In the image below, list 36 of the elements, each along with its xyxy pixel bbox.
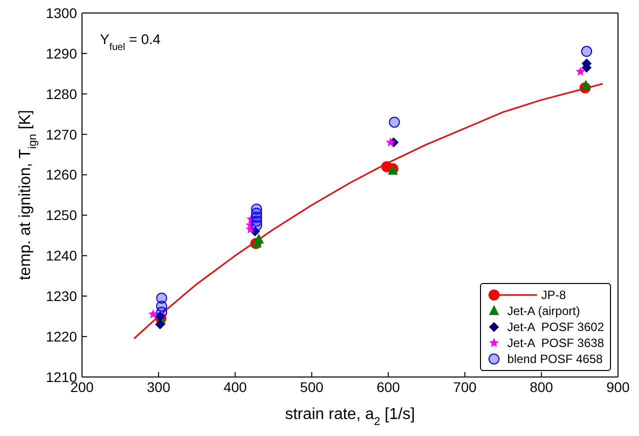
annotation: Y$_{fuel}$ = 0.4 <box>100 31 161 52</box>
point <box>386 137 396 146</box>
point <box>155 319 166 330</box>
x-tick-label: 600 <box>376 378 400 395</box>
y-tick-label: 1260 <box>46 166 78 183</box>
x-axis-title: strain rate, a$_{2}$ [1/s] <box>285 406 415 428</box>
point <box>246 220 256 230</box>
point <box>155 311 166 322</box>
x-tick-label: 500 <box>300 378 324 395</box>
y-tick-label: 1250 <box>46 207 78 224</box>
point <box>254 233 264 244</box>
point <box>581 46 592 57</box>
point <box>156 292 168 304</box>
legend-label: Jet-A POSF 3602 <box>507 320 604 334</box>
y-tick-label: 1230 <box>46 288 78 304</box>
y-tick-label: 1290 <box>46 45 78 62</box>
x-tick-label: 800 <box>530 378 554 395</box>
point <box>580 80 591 90</box>
x-tick-label: 900 <box>606 378 630 395</box>
point <box>576 66 586 76</box>
y-tick-label: 1300 <box>46 4 78 21</box>
point <box>251 204 262 215</box>
point <box>388 116 400 128</box>
y-tick-label: 1220 <box>46 328 78 345</box>
legend-label: blend POSF 4658 <box>507 352 603 366</box>
legend-label: Jet-A (airport) <box>507 304 580 318</box>
legend-label: Jet-A POSF 3638 <box>507 336 604 350</box>
x-tick-label: 400 <box>223 378 248 395</box>
x-tick-label: 700 <box>453 378 477 395</box>
y-tick-label: 1270 <box>46 126 78 142</box>
x-tick-label: 300 <box>146 378 170 395</box>
point <box>246 214 256 224</box>
y-tick-label: 1240 <box>46 248 78 264</box>
y-tick-label: 1280 <box>46 86 78 102</box>
legend-label: JP-8 <box>541 288 566 302</box>
point <box>148 309 158 318</box>
